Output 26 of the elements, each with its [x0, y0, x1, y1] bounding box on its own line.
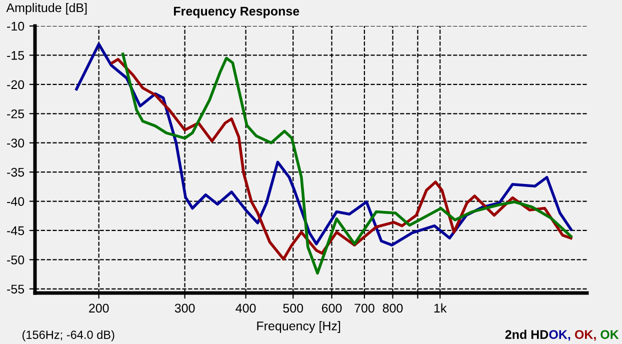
- y-tick-label: -25: [7, 109, 24, 118]
- y-tick-label: -45: [7, 226, 24, 236]
- y-tick-label: -40: [7, 197, 24, 206]
- x-tick-label: 500: [283, 304, 304, 313]
- y-tick-label: -20: [7, 80, 24, 90]
- y-tick-label: -30: [7, 138, 24, 148]
- text: (156Hz; -64.0 dB): [22, 330, 114, 342]
- y-axis-title: Amplitude [dB]: [6, 2, 87, 15]
- text: OK,: [549, 330, 570, 341]
- x-tick-label: 700: [354, 304, 374, 313]
- text: OK,: [574, 330, 596, 341]
- x-tick-label: 200: [89, 304, 109, 313]
- y-tick-label: -55: [7, 284, 24, 294]
- text: OK: [600, 330, 619, 339]
- x-tick-label: 1k: [434, 303, 447, 312]
- x-tick-label: 800: [382, 304, 403, 313]
- x-tick-label: 300: [174, 304, 195, 313]
- chart-title: Frequency Response: [174, 6, 300, 18]
- y-tick-label: -10: [7, 22, 24, 31]
- y-tick-label: -15: [7, 51, 24, 60]
- text: 2nd HD: [505, 330, 548, 339]
- x-axis-title: Frequency [Hz]: [257, 321, 340, 333]
- x-tick-label: 400: [236, 304, 256, 313]
- y-tick-label: -50: [7, 256, 24, 264]
- x-tick-label: 600: [322, 304, 342, 313]
- y-tick-label: -35: [7, 168, 24, 177]
